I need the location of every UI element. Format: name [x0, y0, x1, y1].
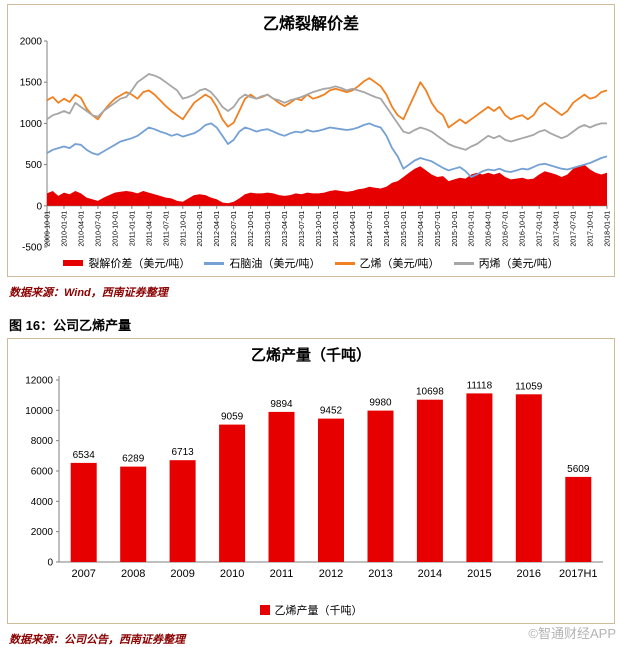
svg-text:0: 0: [47, 558, 53, 569]
svg-text:2012-07-01: 2012-07-01: [231, 211, 238, 247]
svg-text:10000: 10000: [25, 406, 53, 417]
svg-text:2014-07-01: 2014-07-01: [367, 211, 374, 247]
svg-text:2015-07-01: 2015-07-01: [435, 211, 442, 247]
svg-text:2014-01-01: 2014-01-01: [333, 211, 340, 247]
spread-series-label: 裂解价差（美元/吨）: [88, 258, 191, 270]
svg-text:2011-01-01: 2011-01-01: [129, 211, 136, 246]
propylene-series-label: 丙烯（美元/吨）: [478, 258, 559, 270]
figure-16-heading: 图 16：公司乙烯产量: [9, 318, 132, 333]
svg-text:500: 500: [25, 160, 42, 171]
svg-text:11118: 11118: [467, 380, 493, 391]
svg-text:2011-04-01: 2011-04-01: [146, 211, 153, 246]
svg-text:11059: 11059: [515, 381, 543, 392]
ethylene-series-label: 乙烯（美元/吨）: [359, 258, 440, 270]
legend-item-ethylene: 乙烯（美元/吨）: [334, 255, 440, 271]
output-series-label: 乙烯产量（千吨）: [274, 605, 363, 617]
svg-text:2013-01-01: 2013-01-01: [265, 211, 272, 247]
propylene-series-swatch-icon: [453, 261, 474, 265]
svg-text:2016-01-01: 2016-01-01: [469, 211, 476, 247]
svg-text:2015-01-01: 2015-01-01: [401, 211, 408, 247]
output-chart-card: 乙烯产量（千吨） 0 2000 4000 6000 8000 10000 12000 6534…: [7, 338, 615, 624]
svg-text:5609: 5609: [567, 464, 590, 475]
svg-text:2015: 2015: [467, 568, 491, 580]
svg-text:9894: 9894: [270, 399, 293, 410]
svg-text:2010-10-01: 2010-10-01: [112, 211, 119, 247]
spread-series-swatch-icon: [63, 260, 84, 266]
svg-text:1500: 1500: [20, 78, 43, 89]
svg-text:2015-10-01: 2015-10-01: [452, 211, 459, 247]
svg-text:0: 0: [36, 201, 42, 212]
svg-text:2016-10-01: 2016-10-01: [520, 211, 527, 247]
svg-text:2009: 2009: [170, 568, 194, 580]
svg-text:2014-04-01: 2014-04-01: [350, 211, 357, 247]
svg-text:2000: 2000: [20, 37, 43, 48]
legend-item-output: 乙烯产量（千吨）: [259, 602, 363, 618]
svg-text:2008: 2008: [121, 568, 145, 580]
svg-text:6000: 6000: [31, 467, 54, 478]
svg-text:2011: 2011: [270, 568, 294, 580]
svg-text:2018-01-01: 2018-01-01: [605, 211, 612, 247]
svg-text:8000: 8000: [31, 436, 54, 447]
svg-text:2010-01-01: 2010-01-01: [61, 211, 68, 247]
svg-text:4000: 4000: [31, 497, 54, 508]
svg-text:2011-10-01: 2011-10-01: [180, 211, 187, 246]
svg-text:2010-04-01: 2010-04-01: [78, 211, 85, 247]
naphtha-series-label: 石脑油（美元/吨）: [229, 258, 321, 270]
svg-text:6534: 6534: [73, 450, 96, 461]
svg-text:2009-10-01: 2009-10-01: [45, 211, 52, 247]
output-chart-plot: 0 2000 4000 6000 8000 10000 12000 6534 2007 6289 2…: [25, 376, 603, 580]
legend-item-naphtha: 石脑油（美元/吨）: [204, 255, 321, 271]
output-series-swatch-icon: [259, 605, 270, 615]
svg-text:2010: 2010: [220, 568, 244, 580]
svg-text:2013-07-01: 2013-07-01: [299, 211, 306, 247]
output-chart-legend: 乙烯产量（千吨）: [10, 602, 612, 618]
svg-text:2011-07-01: 2011-07-01: [163, 211, 170, 246]
svg-text:2016-07-01: 2016-07-01: [503, 211, 510, 247]
svg-text:2017-10-01: 2017-10-01: [588, 211, 595, 247]
svg-text:6289: 6289: [122, 454, 145, 465]
svg-text:6713: 6713: [171, 447, 194, 458]
svg-text:2012: 2012: [319, 568, 343, 580]
ethylene-series-swatch-icon: [334, 261, 355, 265]
svg-text:2012-04-01: 2012-04-01: [214, 211, 221, 247]
output-chart-title: 乙烯产量（千吨）: [250, 347, 371, 364]
svg-text:2013-10-01: 2013-10-01: [316, 211, 323, 247]
spread-chart-card: 乙烯裂解价差 2000 1500 1000 500 0 -500 2009-10-01 201…: [7, 4, 615, 277]
svg-text:-500: -500: [22, 243, 42, 254]
spread-chart-source: 数据来源：Wind，西南证券整理: [9, 287, 168, 299]
svg-text:2012-10-01: 2012-10-01: [248, 211, 255, 247]
svg-text:2000: 2000: [31, 527, 54, 538]
svg-text:2010-07-01: 2010-07-01: [95, 211, 102, 247]
svg-text:2017-04-01: 2017-04-01: [554, 211, 561, 247]
svg-text:2014-10-01: 2014-10-01: [384, 211, 391, 247]
naphtha-series-swatch-icon: [204, 261, 225, 265]
svg-text:1000: 1000: [20, 119, 43, 130]
svg-text:10698: 10698: [416, 387, 444, 398]
spread-chart-legend: 裂解价差（美元/吨） 石脑油（美元/吨） 乙烯（美元/吨） 丙烯（美元/吨）: [10, 255, 612, 271]
svg-text:9452: 9452: [320, 406, 343, 417]
svg-text:2012-01-01: 2012-01-01: [197, 211, 204, 247]
svg-text:9980: 9980: [369, 398, 392, 409]
svg-text:2017H1: 2017H1: [559, 568, 598, 580]
svg-text:2016: 2016: [517, 568, 541, 580]
legend-item-propylene: 丙烯（美元/吨）: [453, 255, 559, 271]
svg-text:12000: 12000: [25, 376, 53, 387]
svg-text:2017-01-01: 2017-01-01: [537, 211, 544, 247]
legend-item-spread: 裂解价差（美元/吨）: [63, 255, 190, 271]
spread-chart-title: 乙烯裂解价差: [262, 16, 359, 33]
watermark: ©智通财经APP: [528, 626, 616, 641]
svg-text:2013: 2013: [368, 568, 392, 580]
svg-text:2013-04-01: 2013-04-01: [282, 211, 289, 247]
svg-text:2007: 2007: [71, 568, 95, 580]
svg-text:2017-07-01: 2017-07-01: [571, 211, 578, 247]
svg-text:9059: 9059: [221, 412, 244, 423]
svg-text:2015-04-01: 2015-04-01: [418, 211, 425, 247]
svg-text:2014: 2014: [418, 568, 442, 580]
svg-text:2016-04-01: 2016-04-01: [486, 211, 493, 247]
